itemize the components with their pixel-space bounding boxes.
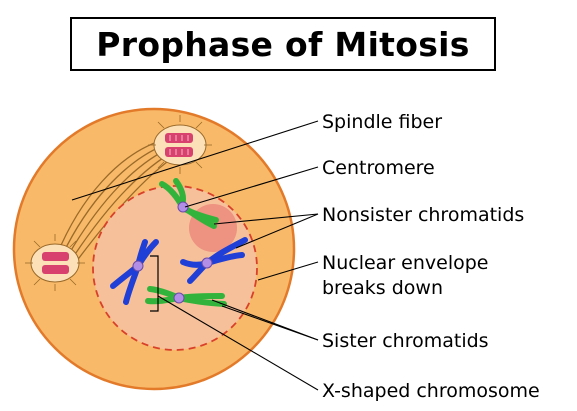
nucleus [92,185,258,351]
label-nuclear-envelope: Nuclear envelope [322,252,488,274]
centromere [177,201,189,213]
chromosome-blue-right [180,237,248,284]
chromosome-blue-left [110,239,159,305]
centrosome-top [148,115,212,174]
leader-lines [71,120,319,391]
label-nonsister-chromatids: Nonsister chromatids [322,204,524,226]
label-spindle-fiber: Spindle fiber [322,111,442,133]
title-box: Prophase of Mitosis [70,17,496,71]
label-breaks-down: breaks down [322,277,443,299]
centriole [42,265,69,274]
label-sister-chromatids: Sister chromatids [322,330,489,352]
centriole [42,252,69,261]
centriole [165,133,193,143]
bracket [150,255,159,312]
centromere [173,292,185,304]
label-x-shaped-chromosome: X-shaped chromosome [322,380,540,402]
label-centromere: Centromere [322,157,435,179]
page-title: Prophase of Mitosis [96,24,470,64]
chromosome-green-bottom [145,286,227,307]
centrosome-bottom [25,234,85,291]
centromere [201,257,213,269]
centriole [165,147,193,157]
centromere [132,260,144,272]
chromosome-green-top [159,178,219,229]
